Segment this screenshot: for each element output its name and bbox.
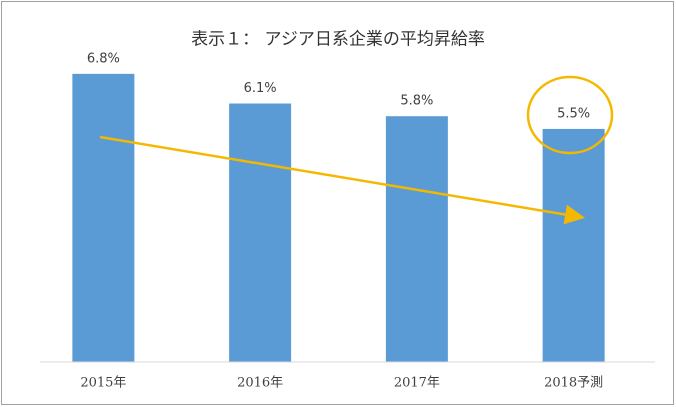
x-tick-label: 2016年 (237, 376, 283, 391)
bar (72, 73, 135, 362)
value-label: 6.8% (87, 51, 120, 66)
value-label: 6.1% (244, 81, 277, 96)
bar (385, 116, 448, 362)
x-tick-label: 2018予測 (544, 376, 603, 391)
trend-arrow (99, 135, 585, 225)
bar (542, 128, 605, 362)
value-label: 5.5% (557, 106, 590, 121)
x-tick-label: 2015年 (80, 376, 126, 391)
annotations (99, 75, 614, 225)
value-label: 5.8% (400, 94, 433, 109)
x-tick-label: 2017年 (394, 376, 440, 391)
chart-title: 表示１： アジア日系企業の平均昇給率 (191, 30, 485, 50)
highlight-circle (526, 75, 614, 155)
bar (229, 103, 292, 362)
plot-area: 2015年 6.8% 2016年 6.1% 2017年 5.8% 2018予測 5.5% (40, 51, 655, 391)
